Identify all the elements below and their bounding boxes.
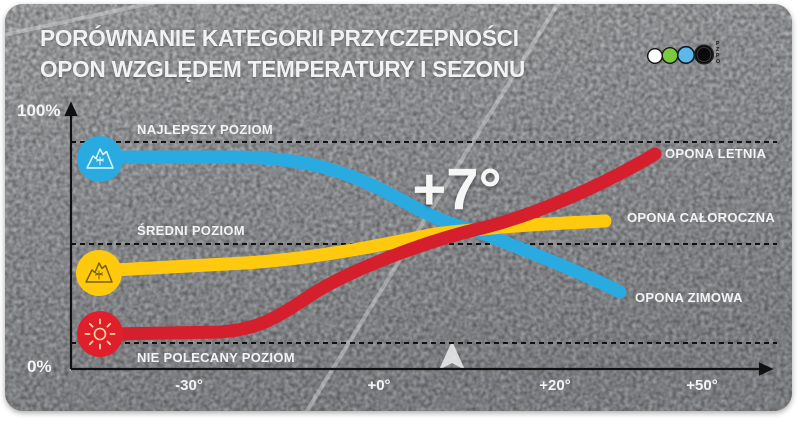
svg-text:+7°: +7°: [412, 157, 501, 222]
svg-text:+20°: +20°: [539, 377, 570, 394]
svg-text:-30°: -30°: [175, 377, 203, 394]
svg-text:0%: 0%: [27, 357, 52, 376]
svg-text:OPONA CAŁOROCZNA: OPONA CAŁOROCZNA: [627, 210, 775, 225]
svg-text:+50°: +50°: [686, 377, 717, 394]
svg-text:ŚREDNI POZIOM: ŚREDNI POZIOM: [137, 223, 245, 238]
svg-text:NIE POLECANY POZIOM: NIE POLECANY POZIOM: [137, 350, 295, 365]
svg-text:NAJLEPSZY POZIOM: NAJLEPSZY POZIOM: [137, 122, 273, 137]
svg-text:100%: 100%: [17, 101, 60, 120]
svg-text:+0°: +0°: [367, 377, 390, 394]
svg-text:OPONA LETNIA: OPONA LETNIA: [665, 146, 767, 161]
svg-text:OPONA ZIMOWA: OPONA ZIMOWA: [635, 290, 743, 305]
